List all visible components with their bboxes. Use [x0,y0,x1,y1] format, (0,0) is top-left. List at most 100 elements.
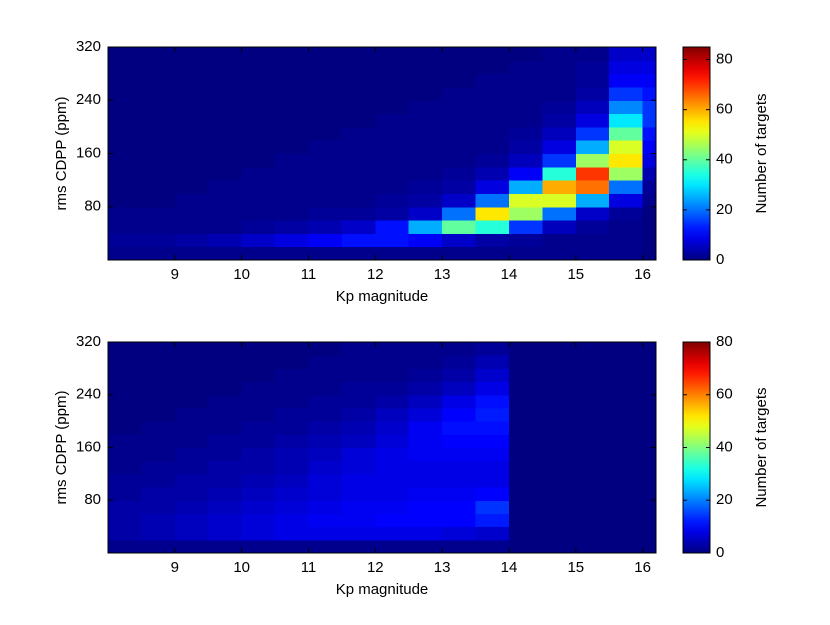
heatmap-cell [408,513,443,528]
heatmap-cell [108,487,142,501]
heatmap-cell [408,473,443,488]
heatmap-cell [241,473,276,488]
heatmap-cell [275,73,309,88]
heatmap-cell [642,73,657,88]
y-tick-label: 80 [84,198,101,215]
heatmap-cell [542,113,577,128]
heatmap-cell [241,140,276,154]
heatmap-cell [375,526,410,541]
heatmap-cell [308,73,343,88]
heatmap-cell [308,47,343,61]
heatmap-cell [375,47,410,61]
heatmap-cell [308,394,343,409]
heatmap-cell [341,166,376,181]
heatmap-cell [508,513,543,528]
heatmap-cell [442,407,477,422]
heatmap-cell [575,60,610,75]
heatmap-cell [275,487,309,501]
colorbar-tick-label: 60 [716,101,733,118]
heatmap-cell [341,73,376,88]
heatmap-cell [275,220,309,234]
heatmap-cell [341,113,376,128]
heatmap-cell [275,460,309,475]
y-tick-label: 160 [76,438,101,455]
heatmap-cell [308,381,343,396]
heatmap-cell [241,460,276,475]
heatmap-cell [575,233,610,248]
heatmap-cell [275,60,309,75]
heatmap-cell [642,394,657,409]
heatmap-cell [141,447,176,462]
heatmap-cell [475,180,510,194]
heatmap-cell [642,381,657,396]
heatmap-cell [508,447,543,462]
heatmap-cell [108,434,142,448]
colorbar-tick-label: 40 [716,438,733,455]
heatmap-cell [609,73,644,88]
heatmap-cell [575,447,610,462]
heatmap-cell [442,434,477,448]
colorbar [682,46,711,261]
heatmap-cell [609,513,644,528]
heatmap-cell [408,246,443,261]
colorbar-tick-label: 0 [716,251,724,268]
heatmap-cell [475,73,510,88]
heatmap-cell [141,407,176,422]
heatmap-cell [575,421,610,435]
heatmap-cell [141,434,176,448]
heatmap-cell [475,113,510,128]
heatmap-cell [341,487,376,501]
heatmap-cell [609,180,644,194]
heatmap-cell [475,434,510,448]
heatmap-cell [442,113,477,128]
heatmap-cell [408,220,443,234]
heatmap-cell [508,460,543,475]
heatmap-cell [475,126,510,141]
heatmap-cell [642,86,657,101]
heatmap-cell [442,500,477,514]
heatmap-cell [442,421,477,435]
heatmap-cell [442,246,477,261]
heatmap-cell [542,86,577,101]
heatmap-cell [275,113,309,128]
heatmap-cell [508,381,543,396]
heatmap-cell [508,166,543,181]
heatmap-cell [275,233,309,248]
heatmap-cell [408,500,443,514]
heatmap-cell [609,407,644,422]
heatmap-cell [108,394,142,409]
heatmap-cell [341,220,376,234]
heatmap-cell [108,342,142,356]
heatmap-cell [141,246,176,261]
heatmap-cell [241,434,276,448]
heatmap-cell [475,206,510,221]
heatmap-cell [609,421,644,435]
heatmap-cell [408,180,443,194]
colorbar-label: Number of targets [753,387,770,507]
heatmap-cell [375,140,410,154]
heatmap-cell [508,73,543,88]
heatmap-cell [642,180,657,194]
heatmap-cell [508,342,543,356]
heatmap-cell [308,220,343,234]
heatmap-cell [141,113,176,128]
heatmap-cell [375,421,410,435]
heatmap-cell [375,246,410,261]
heatmap-cell [609,460,644,475]
heatmap-cell [141,47,176,61]
heatmap-cell [408,539,443,554]
heatmap-cell [275,193,309,208]
heatmap-cell [542,460,577,475]
heatmap-cell [542,100,577,115]
heatmap-cell [508,500,543,514]
heatmap-cell [108,381,142,396]
heatmap-cell [375,126,410,141]
heatmap-cell [408,394,443,409]
heatmap-cell [308,193,343,208]
heatmap-cell [575,206,610,221]
heatmap-cell [341,126,376,141]
heatmap-cell [642,126,657,141]
heatmap-cell [174,434,209,448]
heatmap-cell [575,355,610,369]
heatmap-cell [208,460,243,475]
